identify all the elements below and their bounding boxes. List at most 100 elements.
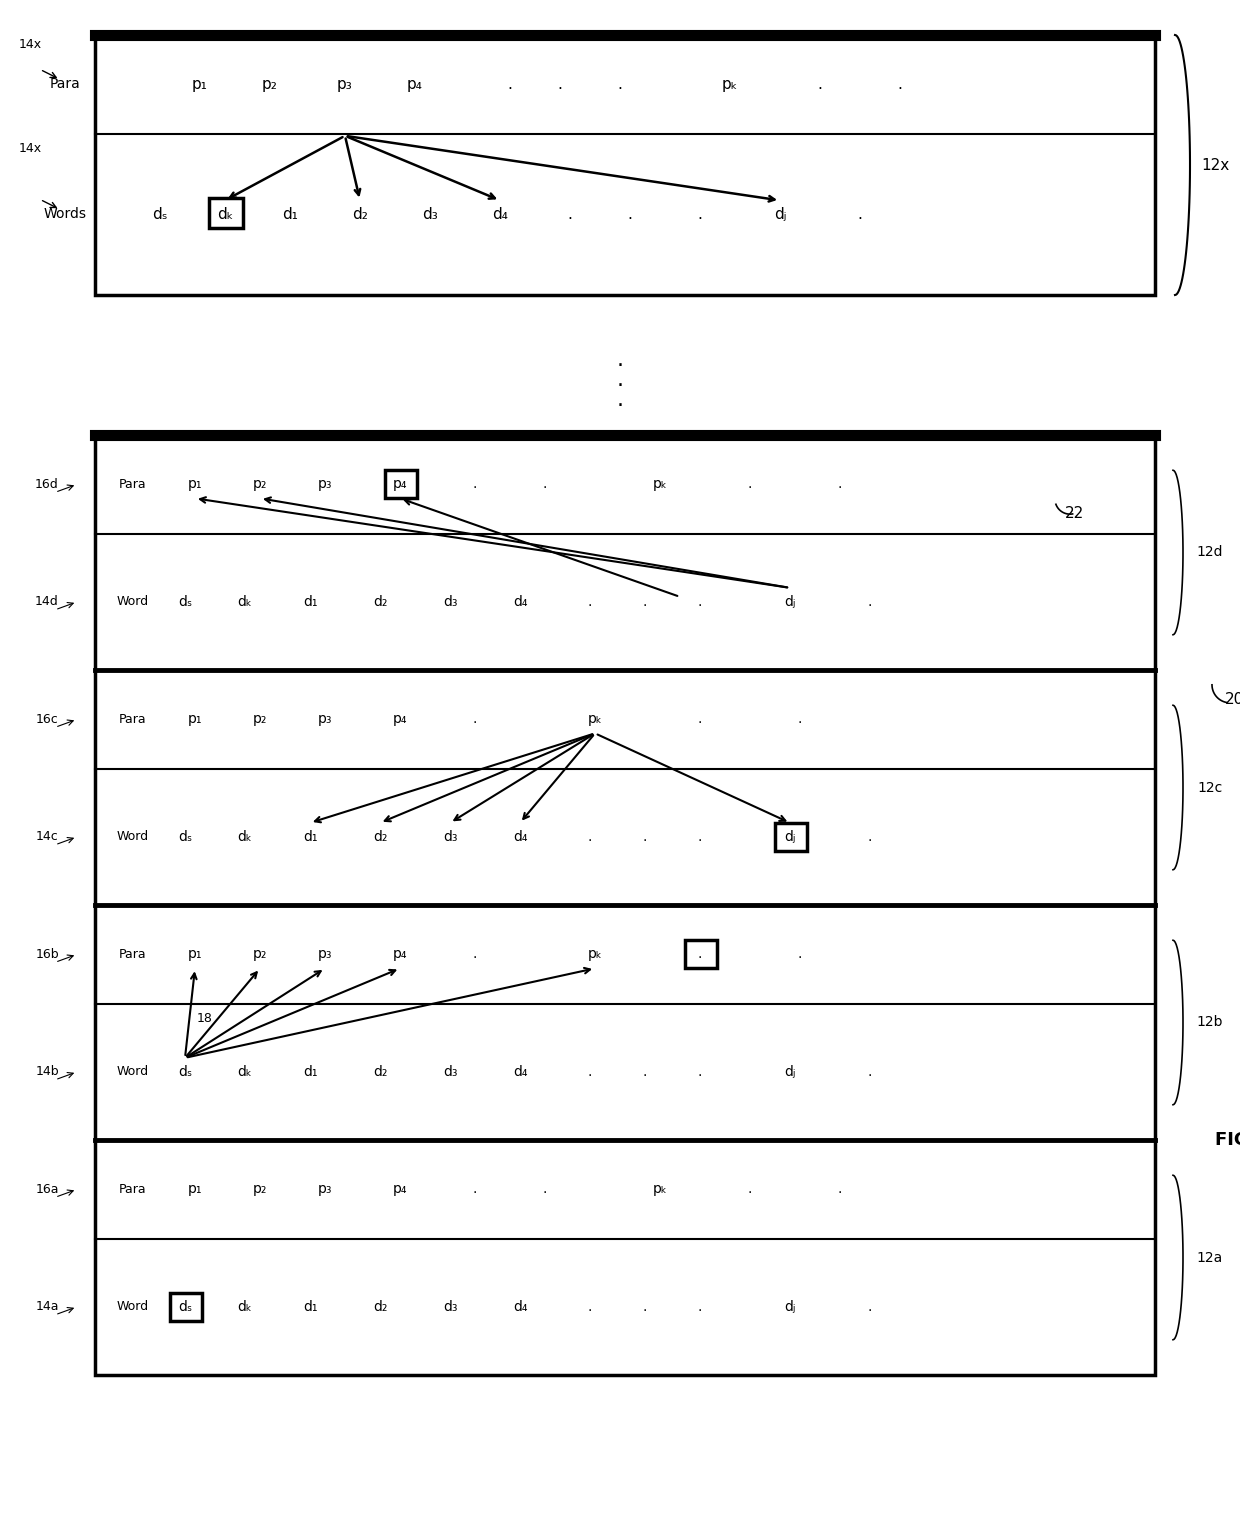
- Text: 20: 20: [1225, 693, 1240, 708]
- Text: d₃: d₃: [443, 1065, 458, 1079]
- Text: .: .: [588, 1300, 593, 1313]
- Text: p₃: p₃: [317, 947, 332, 962]
- Text: .: .: [642, 1300, 647, 1313]
- Text: dₛ: dₛ: [177, 829, 192, 843]
- Bar: [95, 435, 1154, 1374]
- Text: FIG. 1: FIG. 1: [1215, 1131, 1240, 1149]
- Text: 18: 18: [197, 1012, 213, 1026]
- Text: .: .: [472, 947, 477, 962]
- Text: dₖ: dₖ: [238, 1300, 253, 1313]
- Text: p₁: p₁: [187, 1183, 202, 1196]
- Text: .: .: [642, 595, 647, 609]
- Text: p₂: p₂: [253, 712, 267, 726]
- Text: d₄: d₄: [513, 829, 527, 843]
- Text: p₄: p₄: [393, 478, 407, 492]
- Text: .: .: [698, 947, 702, 962]
- Text: Para: Para: [119, 478, 146, 492]
- Text: p₃: p₃: [317, 712, 332, 726]
- Text: .: .: [698, 712, 702, 726]
- Text: 16a: 16a: [35, 1183, 58, 1196]
- Text: dₖ: dₖ: [238, 595, 253, 609]
- Text: dₖ: dₖ: [238, 1065, 253, 1079]
- Text: .: .: [698, 829, 702, 843]
- Text: p₂: p₂: [253, 947, 267, 962]
- Text: p₂: p₂: [253, 1183, 267, 1196]
- Text: .: .: [543, 478, 547, 492]
- Text: .: .: [627, 207, 632, 222]
- Text: .: .: [642, 1065, 647, 1079]
- Text: pₖ: pₖ: [588, 947, 603, 962]
- Text: p₁: p₁: [187, 712, 202, 726]
- Text: d₂: d₂: [352, 207, 368, 222]
- Text: pₖ: pₖ: [588, 712, 603, 726]
- Text: .: .: [898, 78, 903, 91]
- Text: Para: Para: [119, 712, 146, 726]
- Text: pₖ: pₖ: [722, 78, 738, 91]
- FancyBboxPatch shape: [684, 941, 717, 968]
- Text: .: .: [748, 478, 753, 492]
- Text: d₁: d₁: [303, 1300, 317, 1313]
- Text: d₃: d₃: [443, 829, 458, 843]
- Text: 14c: 14c: [36, 831, 58, 843]
- Text: d₁: d₁: [303, 1065, 317, 1079]
- Text: .: .: [472, 478, 477, 492]
- Text: .: .: [568, 207, 573, 222]
- Bar: [95, 35, 1154, 295]
- Text: dₛ: dₛ: [177, 1065, 192, 1079]
- Text: Word: Word: [117, 1065, 149, 1079]
- Text: .: .: [858, 207, 863, 222]
- Text: d₂: d₂: [373, 829, 387, 843]
- Text: p₁: p₁: [187, 478, 202, 492]
- Text: 12x: 12x: [1200, 157, 1229, 172]
- Text: .: .: [698, 1300, 702, 1313]
- Text: p₁: p₁: [192, 78, 208, 91]
- Text: Para: Para: [119, 1183, 146, 1196]
- Text: .: .: [868, 1065, 872, 1079]
- Text: 14x: 14x: [19, 38, 42, 52]
- Text: .: .: [588, 829, 593, 843]
- Text: .: .: [817, 78, 822, 91]
- Text: .: .: [838, 1183, 842, 1196]
- Text: p₁: p₁: [187, 947, 202, 962]
- Text: 14b: 14b: [35, 1065, 58, 1079]
- Text: .: .: [868, 829, 872, 843]
- Text: .: .: [616, 350, 624, 370]
- Text: .: .: [748, 1183, 753, 1196]
- Text: d₃: d₃: [443, 595, 458, 609]
- Text: dₛ: dₛ: [177, 595, 192, 609]
- FancyBboxPatch shape: [775, 823, 807, 851]
- Text: .: .: [543, 1183, 547, 1196]
- Text: .: .: [616, 370, 624, 390]
- Text: .: .: [618, 78, 622, 91]
- Text: d₁: d₁: [303, 595, 317, 609]
- Text: 16b: 16b: [35, 948, 58, 960]
- Text: p₄: p₄: [393, 1183, 407, 1196]
- Text: p₄: p₄: [393, 947, 407, 962]
- Text: d₄: d₄: [492, 207, 508, 222]
- Text: p₂: p₂: [253, 478, 267, 492]
- Text: dⱼ: dⱼ: [785, 1065, 796, 1079]
- Text: Words: Words: [43, 207, 87, 221]
- Text: dₖ: dₖ: [217, 207, 233, 222]
- Text: 14a: 14a: [35, 1300, 58, 1313]
- Text: .: .: [797, 947, 802, 962]
- Text: d₄: d₄: [513, 1065, 527, 1079]
- Text: Word: Word: [117, 831, 149, 843]
- FancyBboxPatch shape: [384, 470, 417, 498]
- Text: .: .: [472, 1183, 477, 1196]
- Text: 22: 22: [1065, 507, 1085, 522]
- Text: p₂: p₂: [262, 78, 278, 91]
- Text: 12d: 12d: [1197, 545, 1223, 560]
- Text: dⱼ: dⱼ: [785, 829, 796, 843]
- Text: Word: Word: [117, 1300, 149, 1313]
- Text: 12b: 12b: [1197, 1015, 1223, 1029]
- Text: d₂: d₂: [373, 1300, 387, 1313]
- Text: .: .: [868, 1300, 872, 1313]
- Text: dₖ: dₖ: [238, 829, 253, 843]
- Text: .: .: [588, 595, 593, 609]
- Text: d₄: d₄: [513, 595, 527, 609]
- Text: .: .: [797, 712, 802, 726]
- Text: .: .: [698, 595, 702, 609]
- Text: d₄: d₄: [513, 1300, 527, 1313]
- Text: 14d: 14d: [35, 595, 58, 609]
